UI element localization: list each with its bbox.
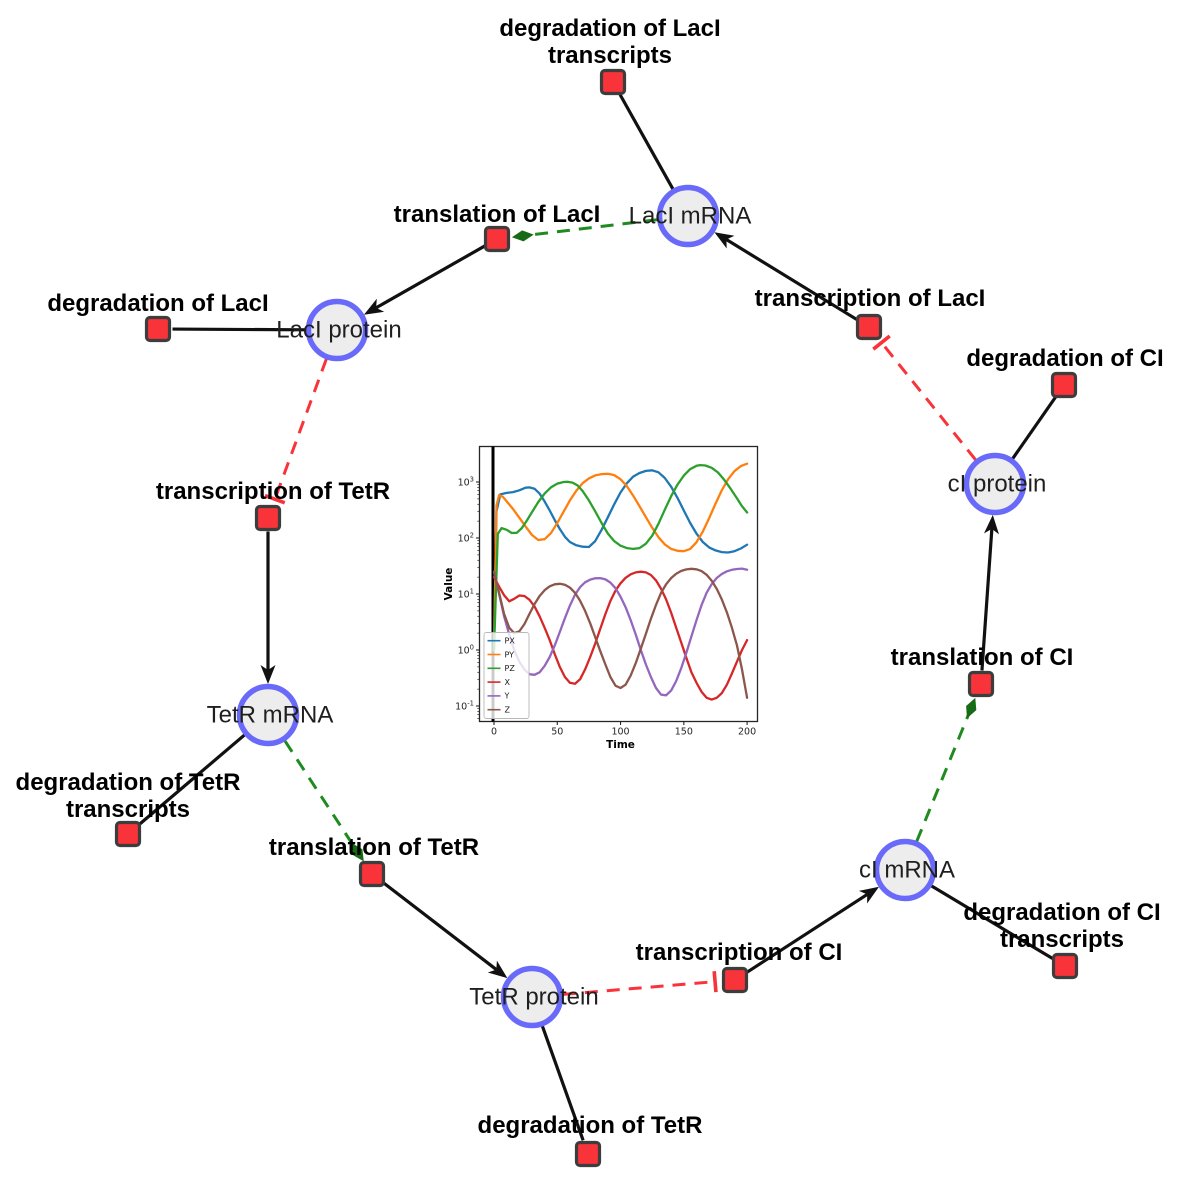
x-tick-label: 200 bbox=[738, 727, 756, 738]
y-axis-label: Value bbox=[443, 568, 455, 601]
species-node-tetr-mrna[interactable] bbox=[236, 683, 300, 747]
x-tick-label: 0 bbox=[491, 727, 497, 738]
ci-mrna-label: cI mRNA bbox=[859, 857, 955, 884]
edge-production-transcription-of-laci-to-laci-mrna bbox=[725, 238, 859, 322]
edge-production-transcription-of-laci-to-laci-mrna-arrowhead bbox=[714, 232, 735, 249]
species-node-ci-protein[interactable] bbox=[963, 452, 1027, 516]
edge-inhibition-laci-protein-to-transcription-of-tetr-tbar bbox=[264, 493, 286, 505]
reaction-node-degradation-of-tetr[interactable] bbox=[574, 1140, 602, 1168]
edge-catalysis-ci-mrna-to-translation-of-ci bbox=[915, 712, 971, 842]
degradation-of-ci-label: degradation of CI bbox=[966, 345, 1163, 372]
edge-production-translation-of-laci-to-laci-protein-arrowhead bbox=[363, 298, 385, 315]
series-Z-line bbox=[492, 567, 749, 699]
edge-consumption-tetr-protein-to-degradation-of-tetr bbox=[540, 1025, 585, 1141]
degradation-of-tetr-transcripts-label-line1: degradation of TetR bbox=[16, 769, 241, 796]
x-tick-label: 100 bbox=[611, 727, 629, 738]
series-PX-line bbox=[492, 469, 749, 652]
legend-label-PZ: PZ bbox=[505, 664, 516, 673]
edge-production-translation-of-tetr-to-tetr-protein bbox=[381, 880, 498, 971]
transcription-of-tetr-label: transcription of TetR bbox=[156, 478, 390, 505]
reaction-node-transcription-of-laci[interactable] bbox=[855, 313, 883, 341]
translation-of-laci-label: translation of LacI bbox=[394, 201, 601, 228]
reaction-node-degradation-of-ci[interactable] bbox=[1050, 371, 1078, 399]
degradation-of-laci-transcripts-label-line1: degradation of LacI bbox=[499, 15, 720, 42]
transcription-of-ci-label: transcription of CI bbox=[636, 939, 843, 966]
edge-production-translation-of-ci-to-ci-protein-arrowhead bbox=[984, 514, 999, 535]
legend-label-PY: PY bbox=[505, 650, 515, 659]
edge-consumption-tetr-mrna-to-degradation-of-tetr-transcripts bbox=[138, 733, 246, 826]
x-tick-label: 50 bbox=[551, 727, 563, 738]
x-axis-label: Time bbox=[606, 739, 635, 751]
edge-inhibition-ci-protein-to-transcription-of-laci-tbar bbox=[872, 334, 891, 351]
tetr-protein-label: TetR protein bbox=[469, 984, 598, 1011]
translation-of-ci-label: translation of CI bbox=[891, 644, 1074, 671]
series-PZ-line bbox=[492, 463, 749, 652]
edge-consumption-laci-protein-to-degradation-of-laci bbox=[172, 327, 307, 332]
edge-production-transcription-of-tetr-to-tetr-mrna-arrowhead bbox=[260, 665, 276, 684]
legend-label-Z: Z bbox=[505, 706, 511, 715]
tetr-mrna-label: TetR mRNA bbox=[207, 702, 334, 729]
degradation-of-ci-transcripts-label-line2: transcripts bbox=[1000, 926, 1124, 953]
reaction-node-degradation-of-laci[interactable] bbox=[144, 315, 172, 343]
degradation-of-laci-label: degradation of LacI bbox=[47, 290, 268, 317]
edge-production-transcription-of-ci-to-ci-mrna bbox=[745, 893, 869, 975]
reaction-node-degradation-of-tetr-transcripts[interactable] bbox=[114, 820, 142, 848]
labels-layer: degradation of LacItranscriptstranslatio… bbox=[16, 15, 1164, 1139]
edge-catalysis-laci-mrna-to-translation-of-laci-arrowhead bbox=[511, 230, 534, 242]
series-Y-line bbox=[492, 567, 749, 697]
degradation-of-tetr-transcripts-label-line2: transcripts bbox=[66, 796, 190, 823]
edge-inhibition-laci-protein-to-transcription-of-tetr bbox=[273, 358, 328, 500]
edge-production-transcription-of-ci-to-ci-mrna-arrowhead bbox=[858, 886, 879, 904]
edge-consumption-ci-mrna-to-degradation-of-ci-transcripts bbox=[930, 884, 1054, 960]
edge-catalysis-ci-mrna-to-translation-of-ci-arrowhead bbox=[966, 697, 977, 719]
laci-protein-label: LacI protein bbox=[276, 317, 401, 344]
species-node-tetr-protein[interactable] bbox=[500, 965, 564, 1029]
edge-inhibition-ci-protein-to-transcription-of-laci bbox=[880, 341, 977, 461]
edge-catalysis-tetr-mrna-to-translation-of-tetr bbox=[283, 740, 357, 849]
ci-protein-label: cI protein bbox=[948, 471, 1047, 498]
translation-of-tetr-label: translation of TetR bbox=[269, 834, 479, 861]
series-X-line bbox=[492, 570, 749, 701]
reaction-node-translation-of-ci[interactable] bbox=[967, 670, 995, 698]
edges-layer bbox=[138, 93, 1058, 1141]
transcription-of-laci-label: transcription of LacI bbox=[755, 285, 986, 312]
reaction-node-degradation-of-ci-transcripts[interactable] bbox=[1051, 952, 1079, 980]
legend-label-X: X bbox=[505, 678, 511, 687]
edge-production-translation-of-ci-to-ci-protein bbox=[980, 528, 994, 671]
species-node-laci-mrna[interactable] bbox=[656, 184, 720, 248]
edge-catalysis-tetr-mrna-to-translation-of-tetr-arrowhead bbox=[351, 843, 364, 862]
degradation-of-laci-transcripts-label-line2: transcripts bbox=[548, 42, 672, 69]
edge-production-translation-of-tetr-to-tetr-protein-arrowhead bbox=[487, 960, 508, 979]
edge-inhibition-tetr-protein-to-transcription-of-ci-tbar bbox=[712, 971, 718, 993]
reaction-node-transcription-of-tetr[interactable] bbox=[254, 504, 282, 532]
species-node-laci-protein[interactable] bbox=[305, 298, 369, 362]
center-timeseries-plot: 0 50 100 150 20010310210110010-1TimeValuePXP… bbox=[437, 428, 777, 770]
edge-consumption-ci-protein-to-degradation-of-ci bbox=[1011, 395, 1058, 460]
edge-inhibition-tetr-protein-to-transcription-of-ci bbox=[562, 980, 716, 996]
x-tick-label: 150 bbox=[675, 727, 693, 738]
reaction-node-translation-of-tetr[interactable] bbox=[358, 860, 386, 888]
species-node-ci-mrna[interactable] bbox=[873, 838, 937, 902]
degradation-of-tetr-label: degradation of TetR bbox=[478, 1112, 703, 1139]
degradation-of-ci-transcripts-label-line1: degradation of CI bbox=[963, 899, 1160, 926]
legend-label-Y: Y bbox=[504, 692, 510, 701]
legend-label-PX: PX bbox=[505, 637, 516, 646]
laci-mrna-label: LacI mRNA bbox=[629, 203, 752, 230]
nodes-layer bbox=[114, 68, 1079, 1168]
edge-production-translation-of-laci-to-laci-protein bbox=[375, 244, 487, 310]
edge-consumption-laci-mrna-to-degradation-of-laci-transcripts bbox=[618, 93, 675, 190]
series-PY-line bbox=[492, 462, 749, 652]
reaction-node-degradation-of-laci-transcripts[interactable] bbox=[599, 68, 627, 96]
reaction-node-translation-of-laci[interactable] bbox=[483, 225, 511, 253]
reaction-node-transcription-of-ci[interactable] bbox=[721, 966, 749, 994]
